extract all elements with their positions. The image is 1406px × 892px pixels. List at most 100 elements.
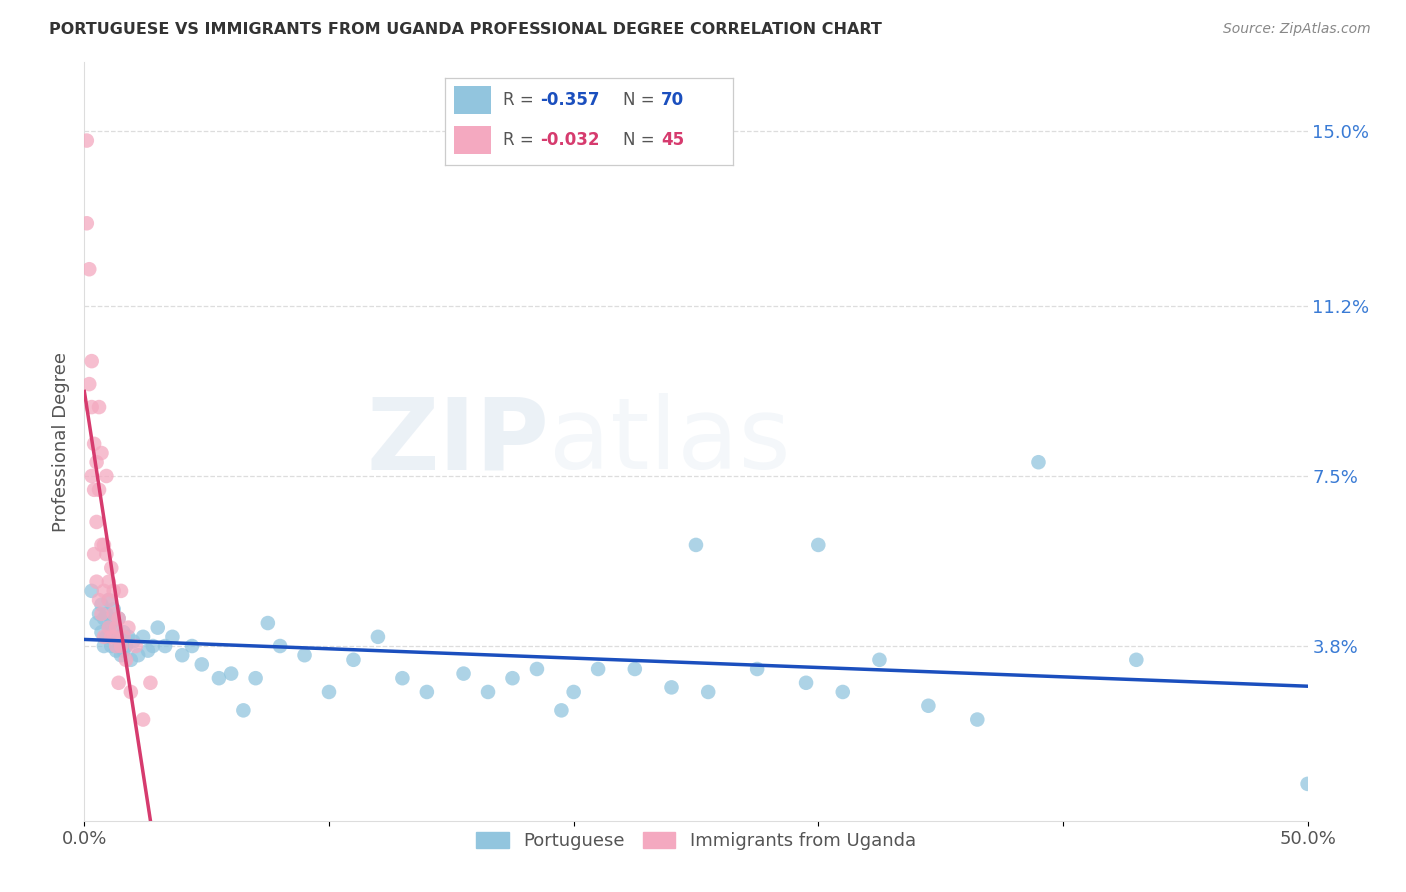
Text: ZIP: ZIP: [367, 393, 550, 490]
Point: [120, 653, 142, 667]
Point: [661, 681, 683, 695]
Point: [966, 713, 988, 727]
Point: [367, 630, 389, 644]
Point: [562, 685, 585, 699]
Point: [105, 621, 128, 635]
Point: [90, 598, 112, 612]
Text: Source: ZipAtlas.com: Source: ZipAtlas.com: [1223, 22, 1371, 37]
Point: [1296, 777, 1319, 791]
Point: [103, 630, 125, 644]
Point: [93, 538, 115, 552]
Point: [86, 455, 108, 469]
Point: [86, 615, 108, 630]
Point: [103, 602, 125, 616]
Point: [97, 621, 120, 635]
Point: [794, 675, 817, 690]
Point: [257, 615, 280, 630]
Point: [132, 630, 155, 644]
Point: [100, 639, 122, 653]
Point: [96, 469, 118, 483]
Point: [245, 671, 267, 685]
Point: [110, 630, 132, 644]
Point: [153, 639, 176, 653]
Point: [87, 483, 110, 497]
Point: [77, 377, 100, 392]
Point: [90, 625, 112, 640]
Point: [83, 547, 105, 561]
Point: [76, 134, 98, 148]
Point: [697, 685, 720, 699]
Point: [294, 648, 316, 663]
Point: [105, 639, 128, 653]
Point: [107, 634, 129, 648]
Point: [107, 611, 129, 625]
Point: [77, 262, 100, 277]
Point: [807, 538, 830, 552]
Point: [93, 630, 115, 644]
Point: [127, 648, 149, 663]
Point: [90, 607, 112, 621]
Point: [80, 400, 103, 414]
Point: [103, 607, 125, 621]
Point: [831, 685, 853, 699]
Point: [93, 639, 115, 653]
Point: [747, 662, 769, 676]
Point: [112, 643, 135, 657]
Point: [80, 469, 103, 483]
Point: [550, 703, 572, 717]
Point: [105, 643, 128, 657]
Point: [105, 621, 128, 635]
Point: [122, 634, 145, 648]
Point: [87, 593, 110, 607]
Point: [142, 639, 165, 653]
Point: [103, 583, 125, 598]
Point: [107, 611, 129, 625]
Point: [917, 698, 939, 713]
Point: [416, 685, 439, 699]
Point: [103, 630, 125, 644]
Point: [318, 685, 340, 699]
Point: [219, 666, 242, 681]
Point: [80, 583, 103, 598]
Point: [125, 639, 148, 653]
Point: [181, 639, 204, 653]
Point: [115, 653, 138, 667]
Point: [87, 607, 110, 621]
Point: [391, 671, 413, 685]
Point: [146, 621, 169, 635]
Point: [624, 662, 647, 676]
Point: [110, 639, 132, 653]
Legend: Portuguese, Immigrants from Uganda: Portuguese, Immigrants from Uganda: [470, 824, 922, 857]
Point: [208, 671, 231, 685]
Point: [162, 630, 184, 644]
Point: [100, 615, 122, 630]
Text: atlas: atlas: [550, 393, 790, 490]
Point: [110, 583, 132, 598]
Point: [83, 483, 105, 497]
Point: [76, 216, 98, 230]
Point: [107, 675, 129, 690]
Point: [80, 354, 103, 368]
Point: [97, 593, 120, 607]
Text: PORTUGUESE VS IMMIGRANTS FROM UGANDA PROFESSIONAL DEGREE CORRELATION CHART: PORTUGUESE VS IMMIGRANTS FROM UGANDA PRO…: [49, 22, 882, 37]
Point: [342, 653, 364, 667]
Point: [93, 611, 115, 625]
Point: [97, 593, 120, 607]
Point: [477, 685, 499, 699]
Point: [132, 713, 155, 727]
Point: [502, 671, 524, 685]
Point: [112, 625, 135, 640]
Point: [93, 583, 115, 598]
Point: [117, 630, 139, 644]
Point: [97, 621, 120, 635]
Point: [586, 662, 609, 676]
Point: [110, 648, 132, 663]
Point: [96, 607, 118, 621]
Point: [90, 538, 112, 552]
Point: [83, 437, 105, 451]
Point: [86, 515, 108, 529]
Point: [1125, 653, 1147, 667]
Point: [112, 630, 135, 644]
Point: [120, 685, 142, 699]
Point: [100, 630, 122, 644]
